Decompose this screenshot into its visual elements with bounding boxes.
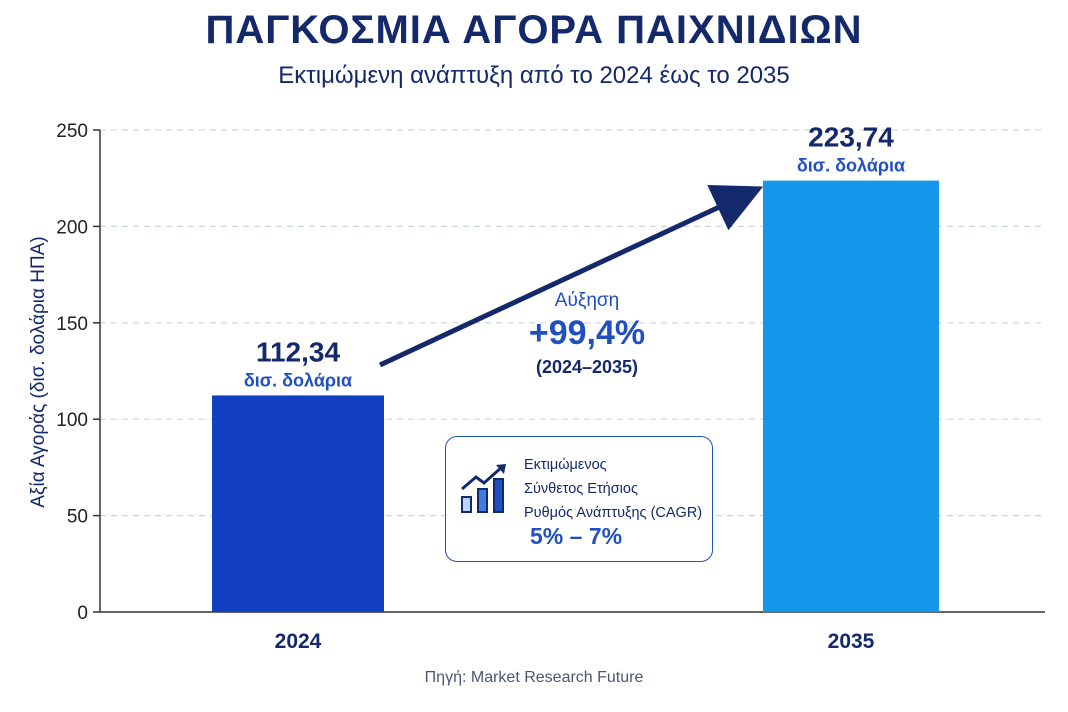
growth-arrow bbox=[378, 185, 764, 368]
data-label-value: 223,74 bbox=[808, 122, 894, 153]
chart-subtitle: Εκτιμώμενη ανάπτυξη από το 2024 έως το 2… bbox=[278, 62, 790, 89]
growth-period: (2024–2035) bbox=[536, 357, 638, 377]
data-label-unit: δισ. δολάρια bbox=[797, 156, 905, 176]
y-tick-label: 200 bbox=[56, 217, 88, 238]
growth-chart-icon bbox=[461, 464, 506, 513]
growth-label: Αύξηση bbox=[555, 290, 619, 311]
y-tick-label: 250 bbox=[56, 121, 88, 142]
bar-layer bbox=[212, 180, 939, 612]
y-tick-label: 150 bbox=[56, 314, 88, 335]
growth-percent: +99,4% bbox=[529, 314, 645, 352]
data-label-value: 112,34 bbox=[256, 336, 341, 367]
source-note: Πηγή: Market Research Future bbox=[424, 669, 644, 686]
x-tick-label: 2024 bbox=[275, 630, 322, 653]
callout-line-2: Σύνθετος Ετήσιος bbox=[524, 481, 638, 497]
callout-line-1: Εκτιμώμενος bbox=[524, 457, 607, 473]
y-tick-label: 50 bbox=[67, 507, 88, 528]
chart-title: ΠΑΓΚΟΣΜΙΑ ΑΓΟΡΑ ΠΑΙΧΝΙΔΙΩΝ bbox=[205, 8, 863, 52]
bar-2024 bbox=[212, 395, 384, 612]
cagr-callout: Εκτιμώμενος Σύνθετος Ετήσιος Ρυθμός Ανάπ… bbox=[445, 436, 713, 562]
label-layer: 2024 112,34 δισ. δολάρια 2035 223,74 δισ. δολ… bbox=[244, 122, 905, 653]
data-label-unit: δισ. δολάρια bbox=[244, 370, 352, 390]
y-axis-label: Αξία Αγοράς (δισ. δολάρια ΗΠΑ) bbox=[28, 236, 49, 507]
y-tick-label: 100 bbox=[56, 410, 88, 431]
y-tick-label: 0 bbox=[77, 603, 88, 624]
callout-line-3: Ρυθμός Ανάπτυξης (CAGR) bbox=[524, 505, 703, 521]
x-tick-label: 2035 bbox=[828, 630, 875, 653]
cagr-value: 5% – 7% bbox=[530, 523, 623, 549]
callout-description: Εκτιμώμενος Σύνθετος Ετήσιος Ρυθμός Ανάπ… bbox=[524, 453, 710, 525]
bar-2035 bbox=[763, 180, 939, 612]
